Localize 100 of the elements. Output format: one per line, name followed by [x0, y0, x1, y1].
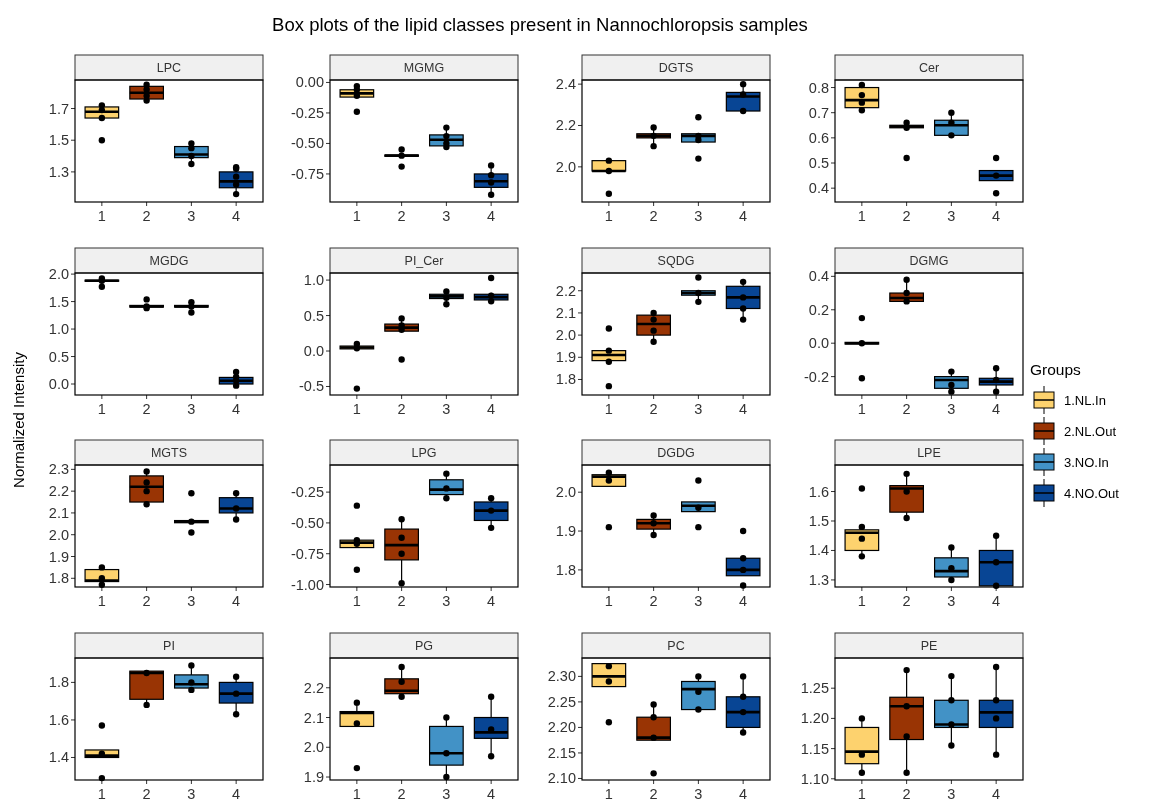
- y-tick-label: 1.9: [555, 349, 576, 366]
- chart-title: LPG: [411, 446, 437, 460]
- text: Box plots of the lipid classes present in Nannochloropsis samples: [272, 14, 808, 35]
- y-tick-label: 2.2: [555, 117, 576, 134]
- x-tick-label: 4: [487, 208, 496, 224]
- chart-title: MGMG: [403, 61, 445, 75]
- x-tick-label: 3: [442, 786, 451, 802]
- x-tick-label: 1: [97, 593, 106, 609]
- x-tick-label: 2: [142, 208, 151, 224]
- chart-title: MGTS: [150, 446, 188, 460]
- y-tick-label: 1.15: [800, 740, 829, 757]
- y-tick-label: 1.3: [48, 163, 69, 180]
- y-tick-label: -1.00: [290, 576, 324, 593]
- y-tick-label: 2.25: [547, 693, 576, 710]
- x-tick-label: 1: [604, 786, 613, 802]
- x-tick-label: 3: [947, 786, 956, 802]
- y-tick-label: 0.7: [808, 104, 829, 121]
- x-tick-label: 4: [739, 593, 748, 609]
- x-tick-label: 3: [442, 208, 451, 224]
- chart-title: LPC: [156, 61, 182, 75]
- y-tick-label: 1.4: [48, 749, 69, 766]
- x-tick-label: 4: [487, 593, 496, 609]
- x-tick-label: 2: [902, 401, 911, 417]
- chart-title: PG: [414, 639, 434, 653]
- x-tick-label: 2: [142, 593, 151, 609]
- x-tick-label: 3: [694, 786, 703, 802]
- y-tick-label: 2.0: [48, 526, 69, 543]
- x-tick-label: 1: [857, 208, 866, 224]
- y-tick-label: 2.1: [555, 304, 576, 321]
- y-tick-label: 0.8: [808, 79, 829, 96]
- y-tick-label: 0.6: [808, 129, 829, 146]
- y-tick-label: 1.6: [48, 711, 69, 728]
- y-tick-label: 2.0: [48, 266, 69, 283]
- y-tick-label: 2.0: [303, 739, 324, 756]
- x-tick-label: 3: [947, 208, 956, 224]
- y-tick-label: 1.3: [808, 571, 829, 588]
- y-tick-label: 2.30: [547, 668, 576, 685]
- y-tick-label: 2.20: [547, 719, 576, 736]
- x-tick-label: 4: [992, 593, 1001, 609]
- x-tick-label: 1: [604, 593, 613, 609]
- y-tick-label: 2.1: [303, 709, 324, 726]
- y-tick-label: 1.10: [800, 770, 829, 787]
- x-tick-label: 2: [397, 593, 406, 609]
- y-tick-label: 1.7: [48, 100, 69, 117]
- y-tick-label: 1.8: [555, 371, 576, 388]
- y-tick-label: -0.5: [299, 378, 324, 395]
- y-tick-label: 1.5: [48, 293, 69, 310]
- chart-title: DGMG: [909, 254, 949, 268]
- x-tick-label: 1: [857, 593, 866, 609]
- y-tick-label: 1.9: [303, 769, 324, 786]
- y-tick-label: 1.9: [555, 523, 576, 540]
- y-tick-label: 0.5: [808, 155, 829, 172]
- y-tick-label: -0.2: [804, 368, 829, 385]
- y-tick-label: 0.0: [303, 343, 324, 360]
- y-tick-label: 0.5: [303, 307, 324, 324]
- x-tick-label: 3: [947, 401, 956, 417]
- x-tick-label: 2: [649, 401, 658, 417]
- y-tick-label: -0.75: [290, 545, 324, 562]
- legend-title: Groups: [1030, 361, 1082, 378]
- x-tick-label: 3: [694, 401, 703, 417]
- chart-title: PE: [920, 639, 938, 653]
- y-tick-label: -0.25: [290, 484, 324, 501]
- y-tick-label: 0.2: [808, 301, 829, 318]
- y-tick-label: -0.25: [290, 104, 324, 121]
- y-tick-label: 2.0: [555, 158, 576, 175]
- x-tick-label: 2: [142, 786, 151, 802]
- x-tick-label: 4: [739, 208, 748, 224]
- x-tick-label: 4: [487, 786, 496, 802]
- legend-label: 2.NL.Out: [1064, 424, 1117, 439]
- x-tick-label: 1: [97, 786, 106, 802]
- y-tick-label: 1.4: [808, 542, 829, 559]
- chart-title: SQDG: [657, 254, 695, 268]
- y-tick-label: 1.8: [555, 561, 576, 578]
- x-tick-label: 1: [97, 208, 106, 224]
- x-tick-label: 2: [902, 593, 911, 609]
- y-tick-label: 1.6: [808, 483, 829, 500]
- chart-title: PC: [667, 639, 685, 653]
- x-tick-label: 1: [857, 401, 866, 417]
- y-tick-label: 1.5: [808, 512, 829, 529]
- x-tick-label: 4: [739, 401, 748, 417]
- x-tick-label: 2: [902, 786, 911, 802]
- y-tick-label: 1.0: [48, 321, 69, 338]
- x-tick-label: 2: [142, 401, 151, 417]
- y-tick-label: 0.00: [295, 74, 324, 91]
- x-tick-label: 2: [902, 208, 911, 224]
- y-tick-label: 0.0: [48, 376, 69, 393]
- x-tick-label: 3: [187, 208, 196, 224]
- x-tick-label: 4: [992, 208, 1001, 224]
- x-tick-label: 4: [232, 593, 241, 609]
- x-tick-label: 4: [992, 401, 1001, 417]
- y-tick-label: 2.2: [303, 679, 324, 696]
- y-tick-label: 1.8: [48, 570, 69, 587]
- x-tick-label: 3: [187, 401, 196, 417]
- y-axis-title: Normalized Intensity: [10, 351, 27, 488]
- legend-label: 3.NO.In: [1064, 455, 1109, 470]
- x-tick-label: 1: [97, 401, 106, 417]
- x-tick-label: 1: [857, 786, 866, 802]
- chart-title: Cer: [918, 61, 940, 75]
- x-tick-label: 4: [232, 401, 241, 417]
- x-tick-label: 3: [947, 593, 956, 609]
